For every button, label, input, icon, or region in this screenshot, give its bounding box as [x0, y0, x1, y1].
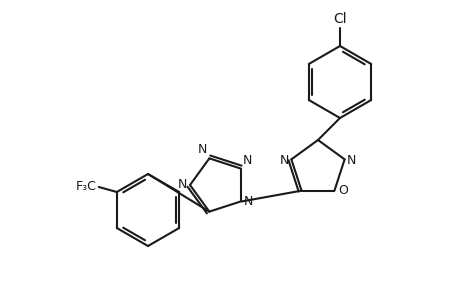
Text: O: O [338, 184, 347, 197]
Text: N: N [346, 154, 355, 167]
Text: N: N [243, 195, 252, 208]
Text: N: N [197, 143, 207, 156]
Text: Cl: Cl [332, 12, 346, 26]
Text: N: N [177, 178, 187, 191]
Text: N: N [242, 154, 252, 166]
Text: N: N [280, 154, 289, 167]
Text: F₃C: F₃C [76, 179, 96, 193]
